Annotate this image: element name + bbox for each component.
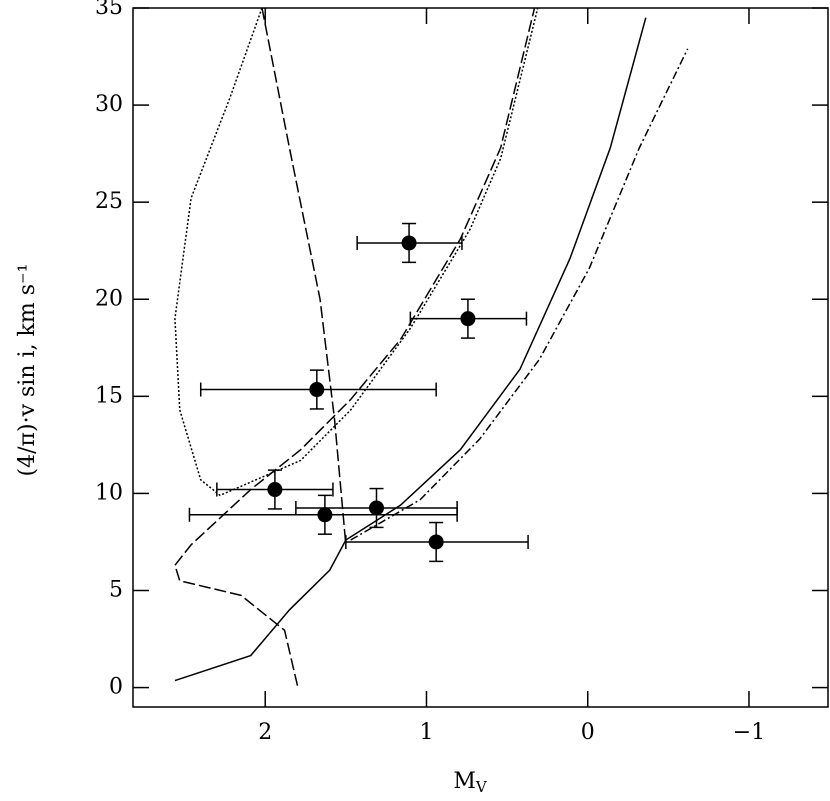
- model-track: [261, 7, 347, 545]
- data-point: [267, 482, 283, 498]
- x-tick-label: −1: [733, 720, 765, 745]
- y-tick-label: 35: [95, 0, 123, 20]
- y-tick-label: 0: [109, 675, 123, 700]
- x-tick-label: 0: [581, 720, 595, 745]
- y-tick-label: 20: [95, 286, 123, 311]
- data-point: [317, 507, 333, 523]
- model-track: [350, 48, 689, 541]
- x-axis-label: MV: [453, 769, 488, 796]
- data-point: [460, 311, 476, 327]
- x-label-sub: V: [475, 778, 488, 796]
- y-tick-label: 30: [95, 92, 123, 117]
- data-point: [309, 382, 325, 398]
- x-tick-label: 1: [419, 720, 433, 745]
- y-tick-label: 15: [95, 383, 123, 408]
- x-label-main: M: [453, 769, 476, 794]
- y-axis-label: (4/π)·v sin i, km s⁻¹: [15, 264, 40, 477]
- model-track: [174, 7, 536, 686]
- plot-frame: [132, 7, 829, 708]
- data-point: [401, 235, 417, 251]
- y-tick-label: 5: [109, 578, 123, 603]
- x-tick-label: 2: [258, 720, 272, 745]
- model-track: [174, 7, 539, 497]
- y-tick-label: 25: [95, 189, 123, 214]
- data-point: [368, 500, 384, 516]
- model-track: [174, 17, 647, 682]
- data-point: [428, 534, 444, 550]
- y-tick-label: 10: [95, 480, 123, 505]
